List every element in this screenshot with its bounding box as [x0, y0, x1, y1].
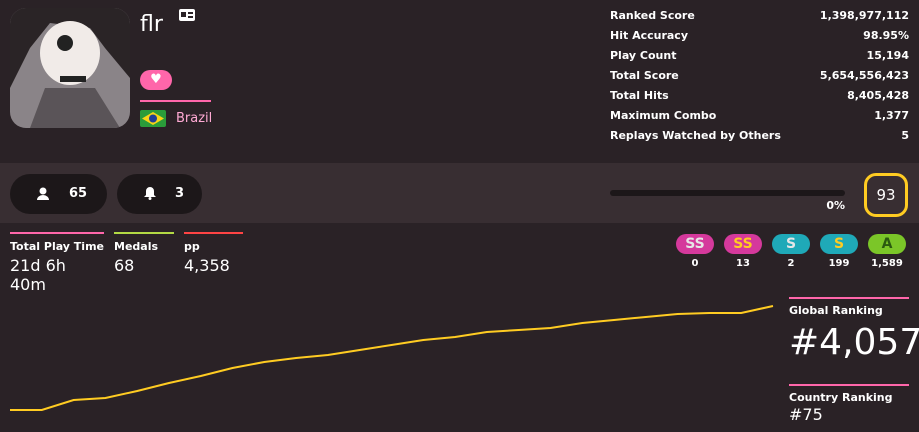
level: 93 — [864, 173, 908, 217]
grade: S 199 — [820, 234, 858, 269]
summary-value: 4,358 — [184, 256, 230, 275]
stat-label: Replays Watched by Others — [610, 129, 781, 142]
country[interactable]: Brazil — [176, 111, 213, 126]
followers-pill[interactable]: 65 — [10, 174, 107, 214]
grade-count: 1,589 — [871, 258, 903, 269]
grade-count: 2 — [787, 258, 795, 269]
grade-count: 199 — [828, 258, 850, 269]
stat-value: 8,405,428 — [847, 89, 909, 102]
stat-label: Maximum Combo — [610, 109, 717, 122]
grade-badge: SS — [676, 234, 714, 254]
divider — [140, 100, 211, 102]
avatar[interactable] — [10, 8, 130, 128]
stat-value: 1,398,977,112 — [819, 9, 909, 22]
global-ranking: #4,057 — [789, 322, 919, 363]
bell-icon — [144, 187, 156, 200]
grade: SS 13 — [724, 234, 762, 269]
stat-value: 5,654,556,423 — [819, 69, 909, 82]
flag — [140, 110, 166, 127]
user-icon — [37, 187, 49, 200]
stat-label: Hit Accuracy — [610, 29, 688, 42]
stat-label: Total Score — [610, 69, 679, 82]
level-progress: 0% — [826, 199, 845, 212]
card-icon[interactable] — [179, 9, 195, 21]
username: flr — [140, 12, 163, 37]
stat-value: 98.95% — [863, 29, 909, 42]
level-progress-track — [610, 190, 845, 196]
stat-label: Total Hits — [610, 89, 669, 102]
grade: A 1,589 — [868, 234, 906, 269]
rank-chart — [10, 305, 774, 411]
summary-label: Total Play Time 21d 6h 40m — [10, 232, 104, 294]
grade: SS 0 — [676, 234, 714, 269]
stat-value: 15,194 — [866, 49, 909, 62]
stat-value: 5 — [901, 129, 909, 142]
notifications: 3 — [175, 186, 185, 201]
followers: 65 — [69, 186, 88, 201]
country-ranking-label: Country Ranking — [789, 384, 909, 404]
stat-value: 1,377 — [874, 109, 909, 122]
stat-label: Ranked Score — [610, 9, 695, 22]
notifications-pill[interactable]: 3 — [117, 174, 202, 214]
supporter-badge[interactable]: ♥ — [140, 70, 172, 90]
grade-badge: S — [772, 234, 810, 254]
summary-value: 68 — [114, 256, 135, 275]
rank-line — [10, 305, 774, 411]
stat-label: Play Count — [610, 49, 677, 62]
summary-label: pp 4,358 — [184, 232, 243, 275]
grade-badge: SS — [724, 234, 762, 254]
grade-count: 13 — [736, 258, 750, 269]
global-ranking-label: Global Ranking — [789, 297, 909, 317]
grade-count: 0 — [691, 258, 699, 269]
grade-badge: S — [820, 234, 858, 254]
country-ranking: #75 — [789, 405, 823, 424]
summary-label: Medals 68 — [114, 232, 174, 275]
grade-badge: A — [868, 234, 906, 254]
summary-value: 21d 6h 40m — [10, 256, 66, 294]
